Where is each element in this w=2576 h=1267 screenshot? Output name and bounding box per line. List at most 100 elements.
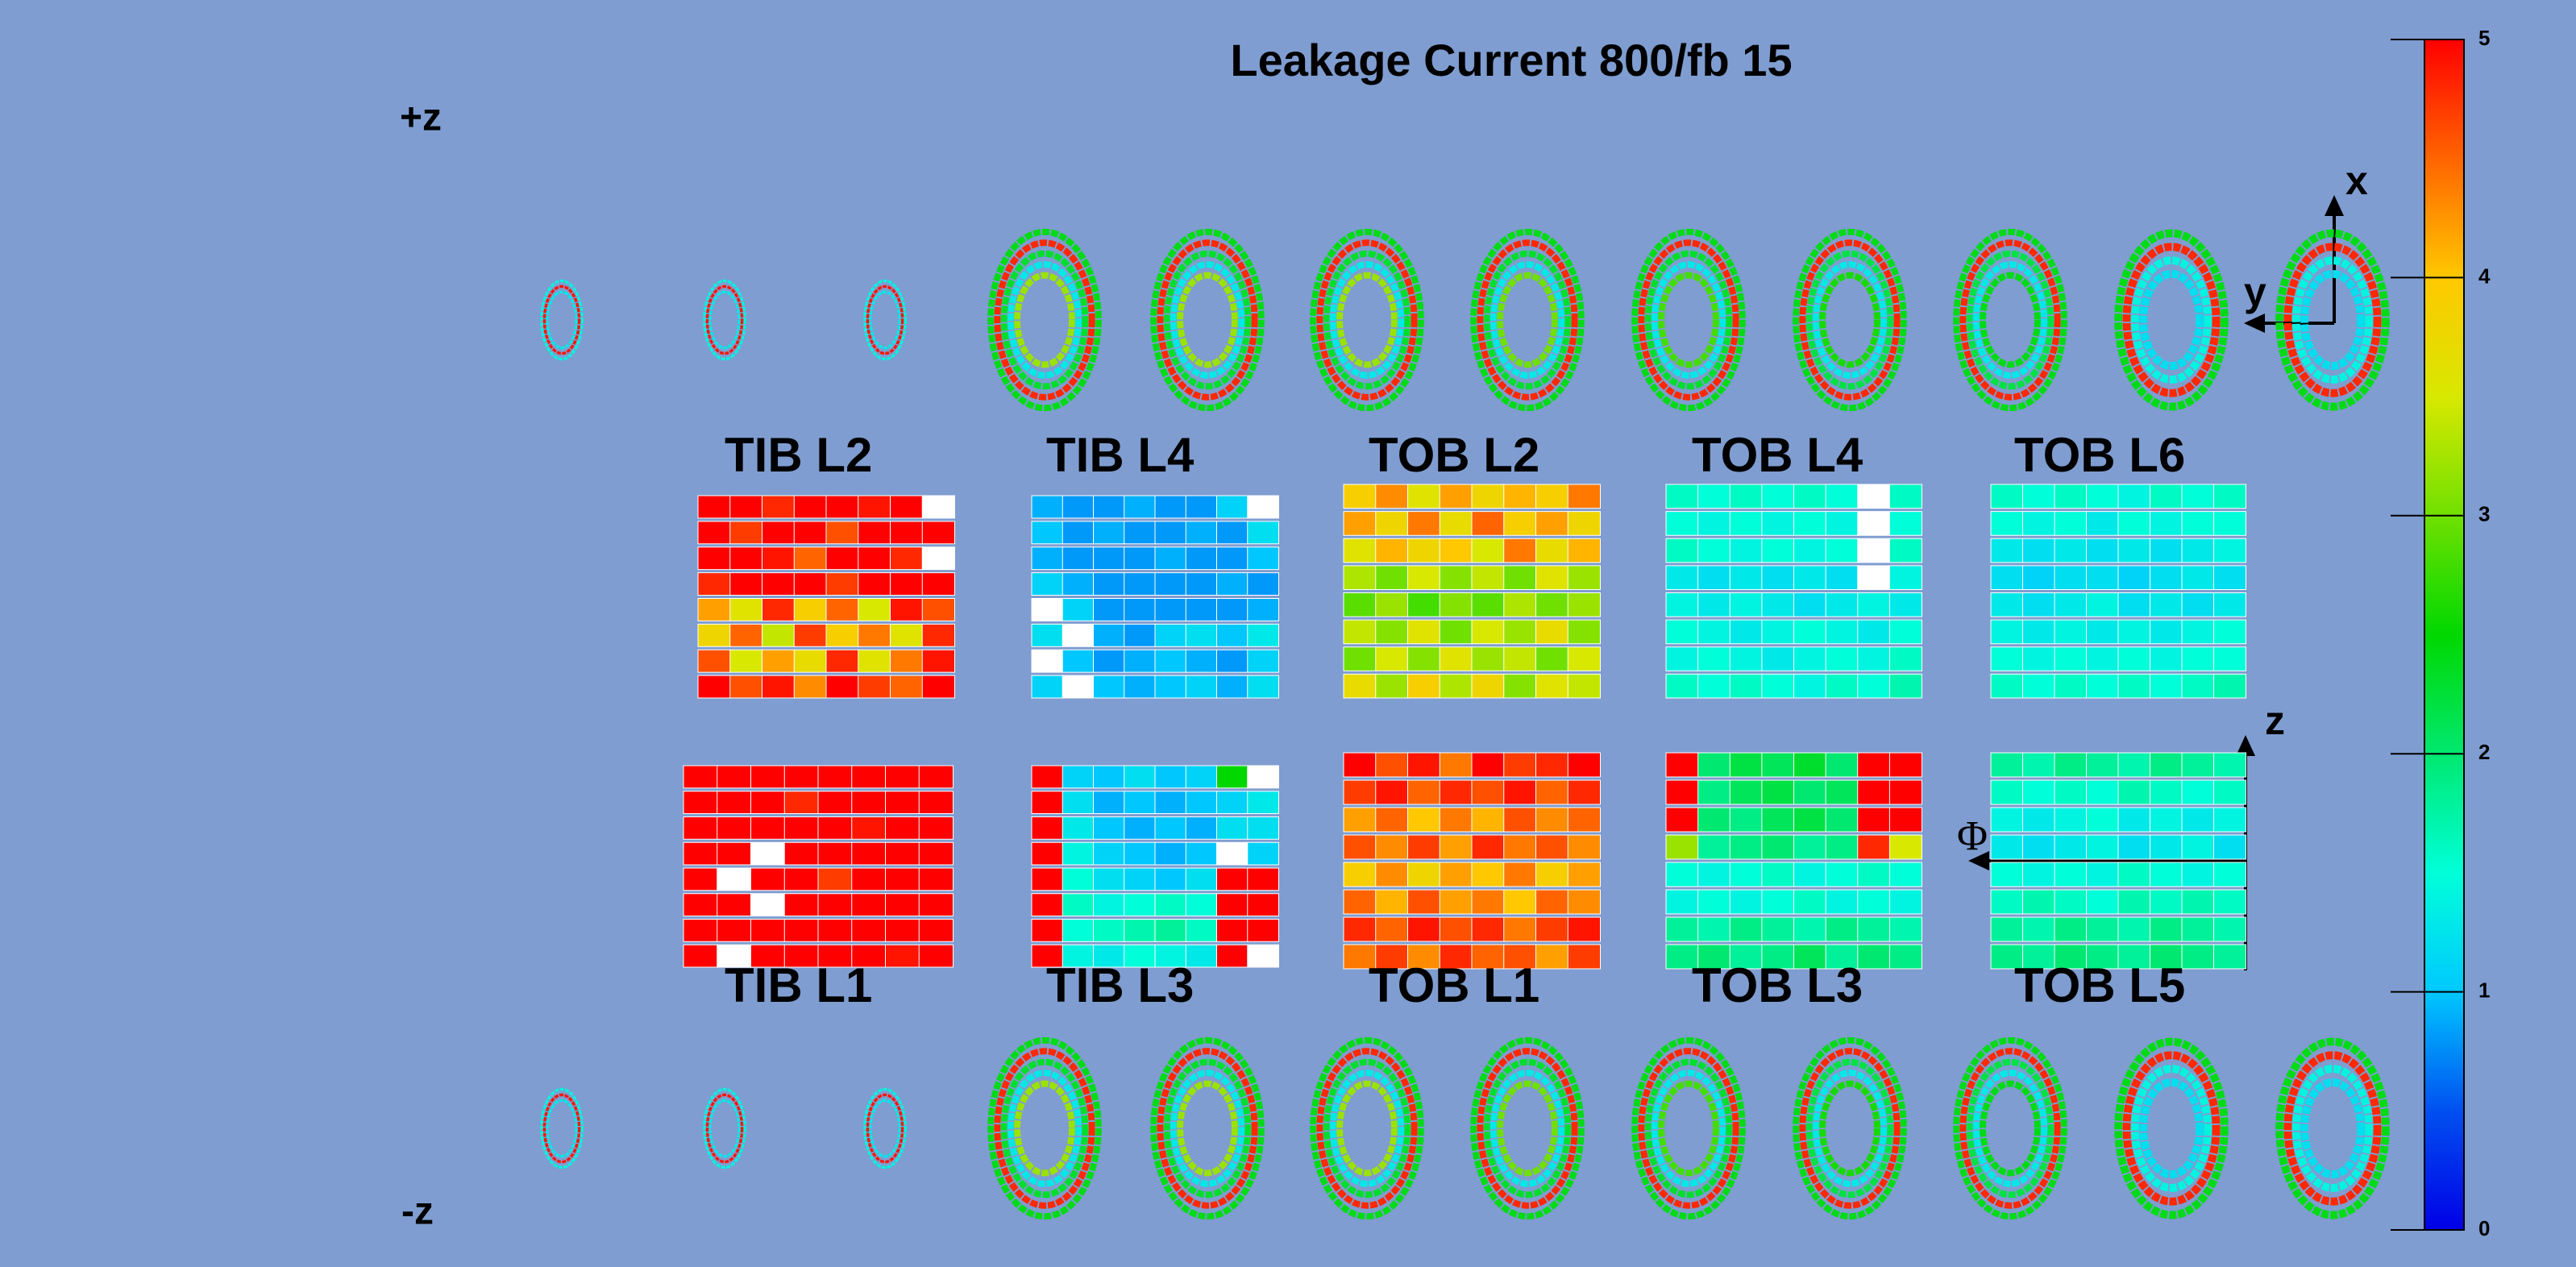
module: [1439, 862, 1473, 887]
disk-ring: [869, 290, 901, 350]
module: [1062, 791, 1095, 814]
module: [1857, 779, 1891, 805]
module: [890, 649, 924, 673]
module: [1439, 889, 1473, 915]
disk: [1793, 1036, 1907, 1220]
module: [2054, 779, 2088, 805]
disk-ring: [1953, 1036, 2067, 1220]
module: [1031, 649, 1064, 673]
module: [1567, 807, 1601, 833]
module: [1375, 538, 1409, 563]
module: [1062, 867, 1095, 891]
disk-ring: [542, 1093, 581, 1164]
disk-ring: [1477, 239, 1578, 401]
module: [2213, 646, 2246, 671]
disk-ring: [1483, 250, 1572, 390]
layer-label: TOB L2: [1369, 428, 1539, 482]
module: [1857, 673, 1891, 699]
module: [2054, 944, 2088, 970]
y-axis-label: y: [2244, 269, 2266, 314]
module: [885, 919, 920, 942]
module: [783, 919, 819, 942]
module: [851, 841, 887, 866]
module: [2213, 484, 2246, 509]
module: [921, 675, 955, 699]
module: [1535, 862, 1569, 887]
module: [1793, 889, 1827, 915]
module: [1343, 779, 1377, 805]
module: [2054, 834, 2088, 860]
module: [783, 893, 819, 916]
module: [2086, 779, 2119, 805]
module: [1343, 511, 1377, 536]
module: [1793, 779, 1827, 805]
module: [1124, 893, 1156, 916]
disk-ring: [1805, 250, 1894, 390]
module: [858, 546, 891, 571]
module: [1031, 623, 1064, 647]
module: [1062, 598, 1095, 621]
disk-ring: [1658, 1080, 1719, 1177]
module: [1857, 834, 1891, 860]
module: [1407, 538, 1441, 563]
module: [1990, 511, 2024, 536]
module: [1093, 521, 1125, 545]
disk-ring: [1310, 228, 1424, 412]
module: [1888, 752, 1922, 778]
disk-ring: [2130, 1065, 2212, 1192]
disk-ring: [2283, 1051, 2382, 1206]
module: [2181, 538, 2215, 563]
module: [1407, 565, 1441, 590]
disk-ring: [1000, 1058, 1089, 1198]
module: [1990, 484, 2024, 509]
module: [2022, 619, 2055, 645]
module: [1062, 765, 1095, 789]
module: [1665, 779, 1699, 805]
module: [851, 765, 887, 789]
module: [1247, 598, 1279, 621]
module: [2181, 592, 2215, 617]
disk: [2114, 1037, 2229, 1219]
module: [1216, 765, 1249, 789]
module: [1471, 916, 1505, 942]
module: [2150, 752, 2183, 778]
module: [921, 649, 955, 673]
disk-ring: [1793, 228, 1907, 412]
disk: [703, 279, 746, 361]
module: [2117, 916, 2151, 942]
module: [1729, 673, 1763, 699]
module: [1093, 765, 1125, 789]
module: [2086, 565, 2119, 590]
disk-ring: [1638, 239, 1739, 401]
module: [2054, 862, 2088, 887]
module: [2150, 511, 2183, 536]
module: [697, 572, 731, 596]
module: [921, 623, 955, 647]
module: [2181, 834, 2215, 860]
module: [1825, 646, 1859, 671]
module: [1793, 834, 1827, 860]
module: [2086, 484, 2119, 509]
module: [1567, 944, 1601, 970]
module: [1535, 752, 1569, 778]
module: [1761, 511, 1795, 536]
module: [825, 675, 859, 699]
module: [2213, 752, 2246, 778]
module: [1375, 779, 1409, 805]
module: [1062, 546, 1095, 571]
module: [2086, 807, 2119, 833]
module: [750, 765, 786, 789]
module: [1857, 511, 1891, 536]
module: [2086, 862, 2119, 887]
disk-ring: [2114, 1037, 2229, 1219]
module: [1124, 495, 1156, 519]
disk-ring: [1980, 1080, 2041, 1177]
module: [885, 893, 920, 916]
module: [750, 841, 786, 866]
module: [1761, 538, 1795, 563]
module: [2213, 565, 2246, 590]
module: [858, 623, 891, 647]
module: [2213, 511, 2246, 536]
minus-z-label: -z: [401, 1190, 434, 1233]
module: [1185, 765, 1218, 789]
